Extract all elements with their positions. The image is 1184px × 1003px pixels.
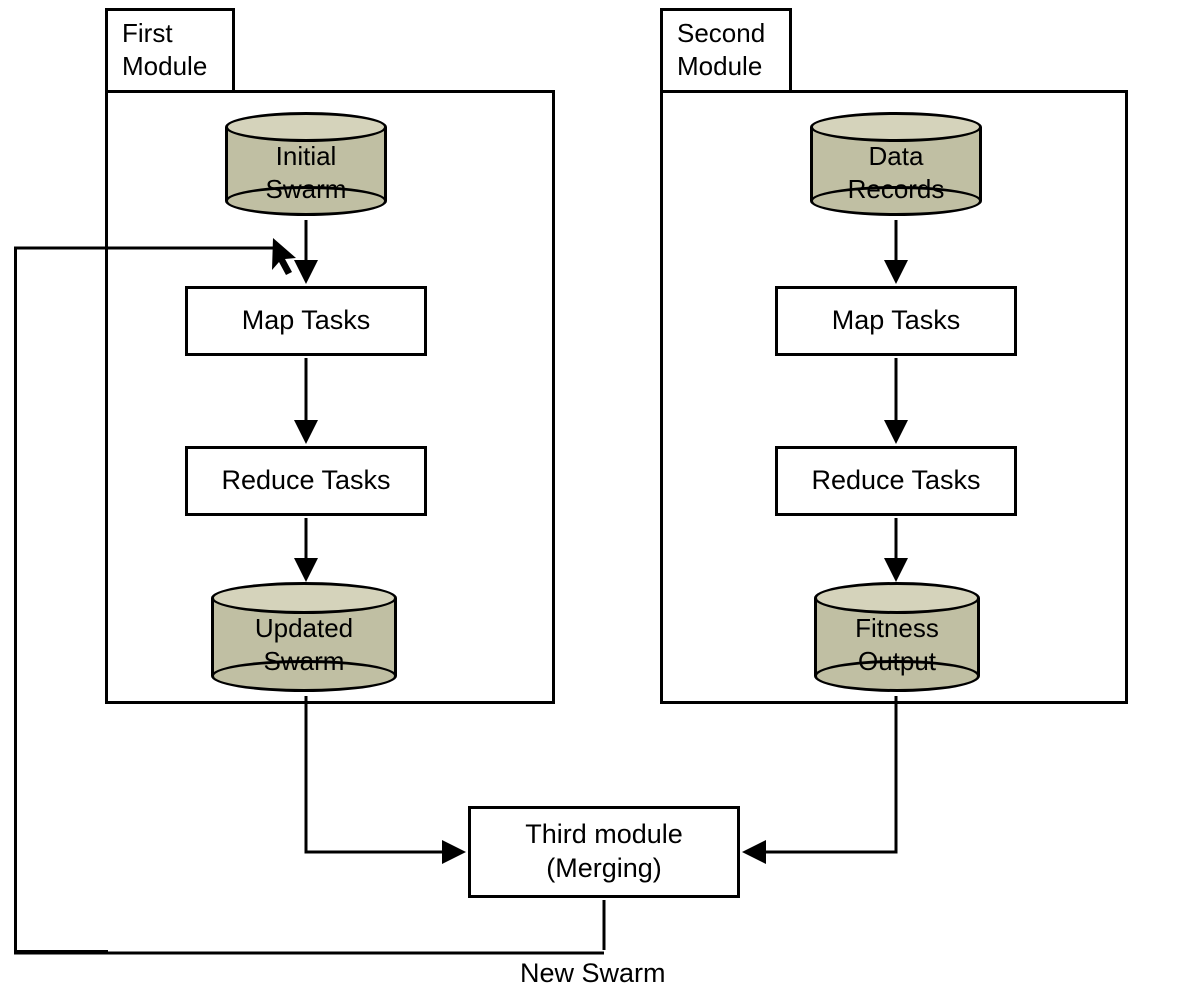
m1-map-tasks-label: Map Tasks <box>242 304 371 338</box>
m1-reduce-tasks-box: Reduce Tasks <box>185 446 427 516</box>
third-module-label: Third module(Merging) <box>525 818 683 886</box>
m2-fitness-output-label: FitnessOutput <box>855 613 939 676</box>
m2-data-records-label: DataRecords <box>848 141 945 204</box>
third-module-box: Third module(Merging) <box>468 806 740 898</box>
m1-updated-swarm-cylinder: UpdatedSwarm <box>211 582 397 692</box>
m2-reduce-tasks-box: Reduce Tasks <box>775 446 1017 516</box>
m2-data-records-cylinder: DataRecords <box>810 112 982 216</box>
m1-map-tasks-box: Map Tasks <box>185 286 427 356</box>
first-module-tab: FirstModule <box>105 8 235 90</box>
flowchart-diagram: FirstModule SecondModule InitialSwarm Ma… <box>0 0 1184 1003</box>
feedback-frame <box>14 247 108 953</box>
second-module-tab: SecondModule <box>660 8 792 90</box>
m2-map-tasks-box: Map Tasks <box>775 286 1017 356</box>
new-swarm-label: New Swarm <box>520 958 666 989</box>
second-module-tab-label: SecondModule <box>677 18 765 81</box>
m2-fitness-output-cylinder: FitnessOutput <box>814 582 980 692</box>
m1-initial-swarm-cylinder: InitialSwarm <box>225 112 387 216</box>
m1-updated-swarm-label: UpdatedSwarm <box>255 613 353 676</box>
m1-reduce-tasks-label: Reduce Tasks <box>221 464 390 498</box>
first-module-tab-label: FirstModule <box>122 18 207 81</box>
m1-initial-swarm-label: InitialSwarm <box>266 141 347 204</box>
m2-map-tasks-label: Map Tasks <box>832 304 961 338</box>
m2-reduce-tasks-label: Reduce Tasks <box>811 464 980 498</box>
